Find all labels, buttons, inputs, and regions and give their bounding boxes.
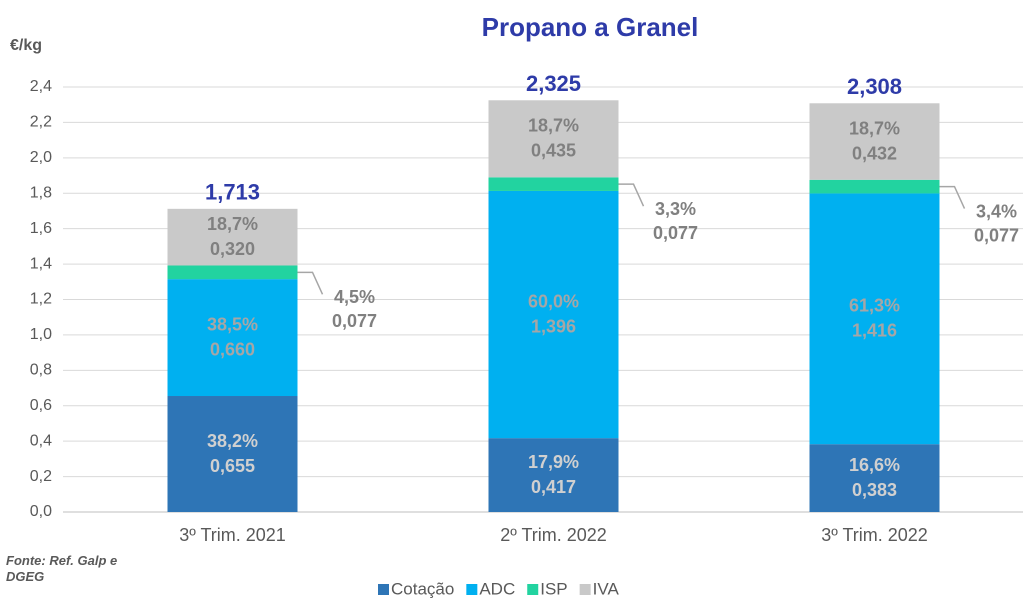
y-tick-label: 0,4	[30, 432, 52, 449]
data-label: 0,077	[332, 311, 377, 331]
data-label: 0,383	[852, 480, 897, 500]
y-tick-label: 0,8	[30, 362, 52, 379]
x-tick-label: 2º Trim. 2022	[500, 525, 607, 545]
leader-line	[618, 183, 645, 207]
bar-segment	[488, 177, 619, 191]
source-note: Fonte: Ref. Galp e DGEG	[6, 553, 118, 584]
total-label: 2,325	[526, 71, 581, 96]
bar-segment	[167, 208, 298, 266]
data-label: 0,655	[210, 456, 255, 476]
data-label-share: 16,6%	[849, 455, 900, 475]
data-label: 0,432	[852, 143, 897, 163]
legend-swatch	[579, 584, 591, 595]
y-tick-label: 2,4	[30, 78, 52, 95]
legend-label: ADC	[479, 579, 515, 598]
bar-segment	[809, 179, 940, 194]
data-label: 1,416	[852, 321, 897, 341]
y-tick-label: 0,6	[30, 397, 52, 414]
y-tick-label: 1,8	[30, 184, 52, 201]
bar-segment	[809, 444, 940, 512]
data-label: 0,320	[210, 239, 255, 259]
total-label: 1,713	[205, 179, 260, 204]
y-axis-label: €/kg	[10, 37, 42, 54]
bar-segment	[809, 193, 940, 445]
data-label: 0,435	[531, 141, 576, 161]
legend-label: IVA	[593, 579, 620, 598]
bar-segment	[167, 265, 298, 280]
data-label-share: 38,5%	[207, 314, 258, 334]
data-label-share: 3,3%	[655, 199, 696, 219]
chart-title: Propano a Granel	[482, 12, 699, 42]
bar-segment	[488, 438, 619, 512]
y-tick-label: 0,0	[30, 503, 52, 520]
data-label-share: 3,4%	[976, 201, 1017, 221]
bar-segment	[488, 100, 619, 178]
y-tick-label: 1,2	[30, 291, 52, 308]
bar-segment	[488, 190, 619, 439]
leader-line	[939, 185, 966, 209]
data-label-share: 38,2%	[207, 431, 258, 451]
legend-label: ISP	[540, 579, 567, 598]
data-label-share: 4,5%	[334, 287, 375, 307]
data-label: 0,077	[653, 223, 698, 243]
data-label-share: 17,9%	[528, 452, 579, 472]
legend-swatch	[527, 584, 539, 595]
bar-segment	[167, 396, 298, 512]
y-tick-label: 1,0	[30, 326, 52, 343]
data-label-share: 61,3%	[849, 296, 900, 316]
legend-label: Cotação	[391, 579, 454, 598]
total-label: 2,308	[847, 74, 902, 99]
data-label: 1,396	[531, 316, 576, 336]
x-tick-label: 3º Trim. 2022	[821, 525, 928, 545]
data-label-share: 18,7%	[849, 118, 900, 138]
data-label: 0,660	[210, 339, 255, 359]
bar-segment	[167, 279, 298, 397]
data-label: 0,077	[974, 225, 1019, 245]
bar-segment	[809, 103, 940, 180]
y-tick-label: 1,6	[30, 220, 52, 237]
x-tick-label: 3º Trim. 2021	[179, 525, 286, 545]
data-label-share: 18,7%	[528, 116, 579, 136]
data-label-share: 60,0%	[528, 291, 579, 311]
data-label: 0,417	[531, 477, 576, 497]
y-tick-label: 2,2	[30, 114, 52, 131]
legend-swatch	[466, 584, 478, 595]
data-label-share: 18,7%	[207, 214, 258, 234]
y-tick-label: 2,0	[30, 149, 52, 166]
leader-line	[297, 271, 324, 295]
y-tick-label: 1,4	[30, 255, 52, 272]
legend-swatch	[378, 584, 389, 595]
y-tick-label: 0,2	[30, 468, 52, 485]
